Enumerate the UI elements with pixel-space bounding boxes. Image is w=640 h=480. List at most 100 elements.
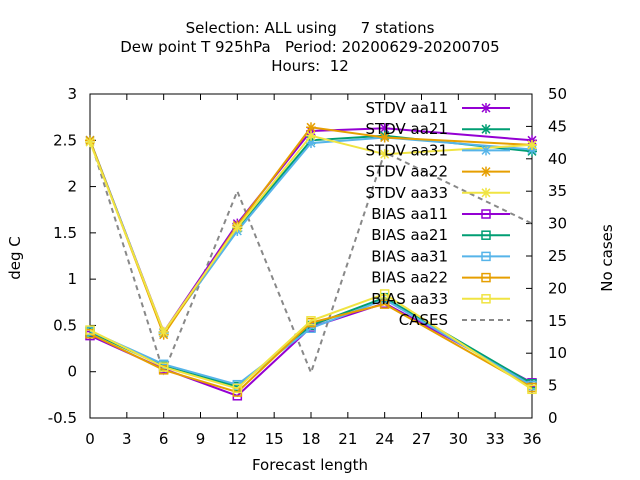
legend-item: BIAS aa21 <box>371 226 510 244</box>
y2-tick-label: 10 <box>548 344 567 362</box>
data-point <box>85 137 95 148</box>
x-tick-label: 15 <box>265 430 284 448</box>
y-tick-label: 2 <box>67 178 77 196</box>
data-point <box>527 139 537 150</box>
legend-label: STDV aa21 <box>366 120 448 138</box>
y-tick-label: 2.5 <box>53 131 77 149</box>
legend-item: STDV aa22 <box>366 163 510 181</box>
series-line <box>89 126 533 337</box>
legend: STDV aa11 STDV aa21 STDV aa31 STDV aa22 STDV… <box>366 99 510 329</box>
legend-item: CASES <box>399 311 510 329</box>
y-tick-label: 1.5 <box>53 224 77 242</box>
y2-tick-label: 35 <box>548 182 567 200</box>
y-tick-label: 1 <box>67 270 77 288</box>
series-bias-aa33 <box>85 289 537 395</box>
legend-label: STDV aa22 <box>366 163 448 181</box>
series-stdv-aa22 <box>85 122 537 340</box>
data-point <box>306 130 316 141</box>
y2-tick-label: 15 <box>548 312 567 330</box>
y2-tick-label: 5 <box>548 377 558 395</box>
data-point <box>527 384 537 395</box>
data-point <box>481 187 491 198</box>
data-point <box>232 222 243 233</box>
x-tick-label: 24 <box>375 430 394 448</box>
x-tick-label: 21 <box>338 430 357 448</box>
series-line <box>89 134 533 335</box>
data-point <box>379 132 390 143</box>
y2-tick-label: 20 <box>548 279 567 297</box>
title-line: Selection: ALL using 7 stations <box>186 19 435 37</box>
data-point <box>481 251 491 262</box>
x-tick-label: 30 <box>449 430 468 448</box>
y-axis-label: deg C <box>6 236 24 280</box>
x-tick-label: 3 <box>122 430 132 448</box>
series-stdv-aa33 <box>85 130 537 337</box>
legend-label: CASES <box>399 311 448 329</box>
data-point <box>158 326 169 337</box>
legend-label: STDV aa33 <box>366 184 448 202</box>
y2-tick-label: 30 <box>548 215 567 233</box>
y2-tick-label: 0 <box>548 409 558 427</box>
legend-item: BIAS aa22 <box>371 269 510 287</box>
x-tick-label: 36 <box>522 430 541 448</box>
series-line <box>89 127 533 335</box>
legend-item: STDV aa31 <box>366 141 510 159</box>
y-axis: -0.5 0 0.5 1 1.5 2 2.5 3 <box>48 85 96 427</box>
data-point <box>379 289 390 299</box>
legend-item: STDV aa33 <box>366 184 510 202</box>
x-tick-label: 9 <box>196 430 206 448</box>
legend-item: BIAS aa31 <box>371 247 510 265</box>
series-line <box>89 139 533 376</box>
legend-label: BIAS aa33 <box>371 290 448 308</box>
x-tick-label: 33 <box>486 430 505 448</box>
x-axis-label: Forecast length <box>252 456 368 474</box>
legend-item: STDV aa11 <box>366 99 510 117</box>
series-line <box>89 292 533 391</box>
data-point <box>481 230 491 240</box>
y-tick-label: -0.5 <box>48 409 77 427</box>
y2-tick-label: 40 <box>548 150 567 168</box>
series-cases <box>89 139 533 376</box>
data-point <box>481 166 491 177</box>
data-point <box>158 362 169 372</box>
data-point <box>379 149 390 160</box>
y2-tick-label: 25 <box>548 247 567 265</box>
data-point <box>85 325 95 335</box>
title-line: Hours: 12 <box>271 57 349 75</box>
x-tick-label: 6 <box>159 430 169 448</box>
legend-item: STDV aa21 <box>366 120 510 138</box>
data-point <box>481 103 491 113</box>
x-tick-label: 0 <box>85 430 95 448</box>
data-point <box>481 272 491 283</box>
legend-label: BIAS aa11 <box>371 205 448 223</box>
legend-label: STDV aa31 <box>366 141 448 159</box>
y-tick-label: 0 <box>67 363 77 381</box>
x-axis: 0 3 6 9 12 15 18 21 24 27 30 33 36 <box>85 94 542 448</box>
series-line <box>89 303 533 394</box>
legend-item: BIAS aa33 <box>371 290 510 308</box>
y2-tick-label: 50 <box>548 85 567 103</box>
data-point <box>379 299 390 309</box>
data-point <box>481 294 491 304</box>
legend-label: STDV aa11 <box>366 99 448 117</box>
data-point <box>481 145 491 156</box>
legend-label: BIAS aa21 <box>371 226 448 244</box>
series-layer <box>85 122 537 401</box>
x-tick-label: 12 <box>228 430 247 448</box>
y-tick-label: 0.5 <box>53 316 77 334</box>
y2-axis: 0 5 10 15 20 25 30 35 40 45 50 <box>526 85 567 427</box>
data-point <box>481 124 491 135</box>
y2-axis-label: No cases <box>598 224 616 292</box>
data-point <box>232 383 243 394</box>
y2-tick-label: 45 <box>548 117 567 135</box>
x-tick-label: 18 <box>301 430 320 448</box>
legend-label: BIAS aa22 <box>371 269 448 287</box>
legend-label: BIAS aa31 <box>371 247 448 265</box>
legend-item: BIAS aa11 <box>371 205 510 223</box>
title-line: Dew point T 925hPa Period: 20200629-2020… <box>120 38 499 56</box>
y-tick-label: 3 <box>67 85 77 103</box>
data-point <box>481 209 491 219</box>
